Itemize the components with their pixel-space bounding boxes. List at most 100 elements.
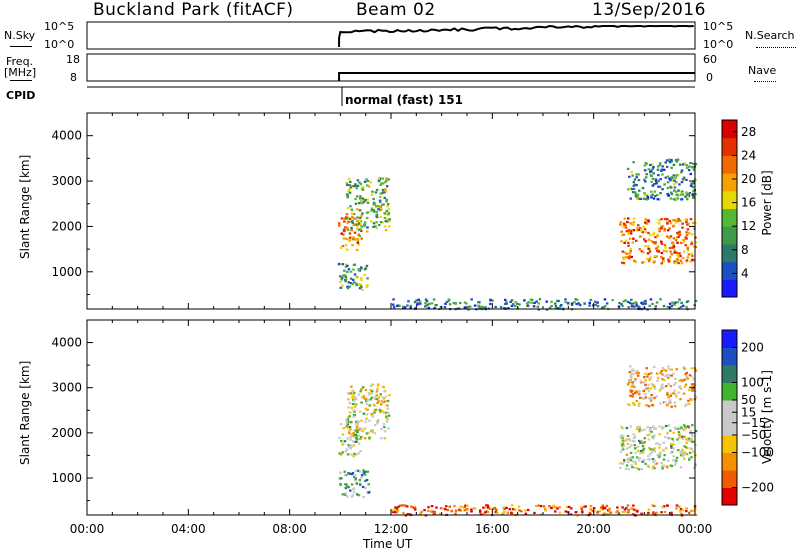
power-cell	[682, 176, 686, 179]
velocity-cell	[672, 443, 675, 446]
velocity-cell	[631, 383, 634, 386]
velocity-cell	[647, 383, 650, 386]
power-cell	[686, 247, 690, 250]
power-cell	[356, 237, 359, 240]
velocity-cell	[671, 437, 674, 440]
power-cell	[621, 234, 624, 237]
velocity-cell	[690, 447, 694, 451]
power-cell	[643, 178, 646, 181]
velocity-cell	[682, 452, 685, 455]
velocity-cell	[690, 509, 693, 512]
power-cell	[637, 305, 640, 308]
velocity-cell	[366, 470, 370, 473]
power-cell	[665, 165, 669, 168]
velocity-cell	[593, 510, 596, 513]
power-cell	[403, 306, 407, 309]
power-cell	[357, 221, 361, 224]
power-cell	[645, 222, 649, 225]
power-cell	[676, 252, 679, 255]
power-cell	[644, 180, 647, 183]
velocity-cell	[338, 436, 341, 439]
velocity-cell	[539, 513, 542, 516]
velocity-cell	[662, 449, 665, 452]
power-cell	[655, 182, 658, 185]
velocity-cell	[630, 372, 633, 375]
power-colorbar-segment	[722, 137, 737, 156]
power-cell	[339, 281, 342, 284]
velocity-cell	[656, 453, 659, 456]
power-cell	[682, 241, 686, 244]
velocity-cell	[352, 400, 356, 403]
power-cell	[637, 224, 640, 227]
velocity-cell	[377, 383, 380, 386]
power-cell	[347, 281, 350, 284]
velocity-cell	[367, 392, 371, 395]
velocity-cell	[669, 451, 673, 454]
power-cell	[350, 226, 353, 229]
power-cell	[663, 183, 666, 186]
power-cell	[641, 261, 644, 264]
velocity-cell	[581, 510, 584, 513]
power-cell	[665, 159, 669, 162]
power-cell	[689, 162, 692, 165]
power-cell	[340, 276, 344, 280]
power-cell	[691, 166, 694, 169]
velocity-cell	[642, 397, 646, 401]
power-cell	[626, 221, 629, 224]
velocity-cell	[344, 426, 348, 429]
power-cell	[666, 186, 669, 190]
power-cell	[439, 305, 443, 308]
power-cell	[376, 205, 380, 208]
velocity-colorbar-segment	[722, 330, 737, 348]
velocity-cell	[503, 510, 506, 513]
velocity-cell	[621, 506, 624, 509]
velocity-colorbar-segment	[722, 470, 737, 488]
power-cell	[648, 250, 652, 253]
velocity-cell	[623, 459, 626, 462]
power-cell	[645, 162, 648, 166]
power-cell	[681, 226, 684, 229]
velocity-cell	[359, 437, 362, 440]
velocity-cell	[537, 504, 540, 507]
velocity-cell	[691, 383, 694, 386]
power-cell	[662, 260, 665, 263]
power-cell	[383, 212, 386, 215]
velocity-cell	[385, 411, 388, 414]
power-cell	[669, 222, 673, 225]
power-cell	[664, 176, 668, 179]
power-cell	[624, 226, 628, 229]
power-cell	[385, 198, 388, 201]
power-cell	[428, 302, 431, 305]
freq-label: Freq.	[6, 55, 34, 68]
power-cell	[550, 300, 553, 303]
power-cell	[642, 301, 645, 304]
velocity-cell	[439, 512, 442, 515]
velocity-cell	[684, 373, 688, 376]
power-cell	[660, 242, 664, 245]
power-cell	[351, 219, 354, 222]
power-cell	[366, 230, 369, 233]
power-cell	[670, 305, 673, 308]
velocity-cell	[383, 400, 387, 403]
power-cell	[640, 229, 643, 232]
velocity-cell	[639, 452, 642, 455]
power-colorbar-segment	[722, 173, 737, 192]
velocity-cell	[368, 393, 371, 396]
power-cell	[359, 216, 362, 219]
velocity-cell	[446, 508, 449, 512]
velocity-cell	[356, 423, 359, 426]
velocity-cell	[642, 447, 646, 450]
velocity-cell	[360, 388, 363, 391]
velocity-cell	[631, 381, 634, 384]
power-cell	[392, 306, 396, 309]
power-cell	[346, 227, 349, 230]
power-cell	[647, 238, 651, 241]
power-cell	[694, 245, 698, 249]
velocity-cell	[379, 410, 382, 413]
velocity-cell	[637, 459, 641, 462]
power-cell	[380, 182, 383, 185]
power-cell	[670, 158, 673, 162]
power-cell	[505, 302, 508, 305]
power-cell	[424, 304, 428, 307]
velocity-cell	[641, 451, 645, 454]
